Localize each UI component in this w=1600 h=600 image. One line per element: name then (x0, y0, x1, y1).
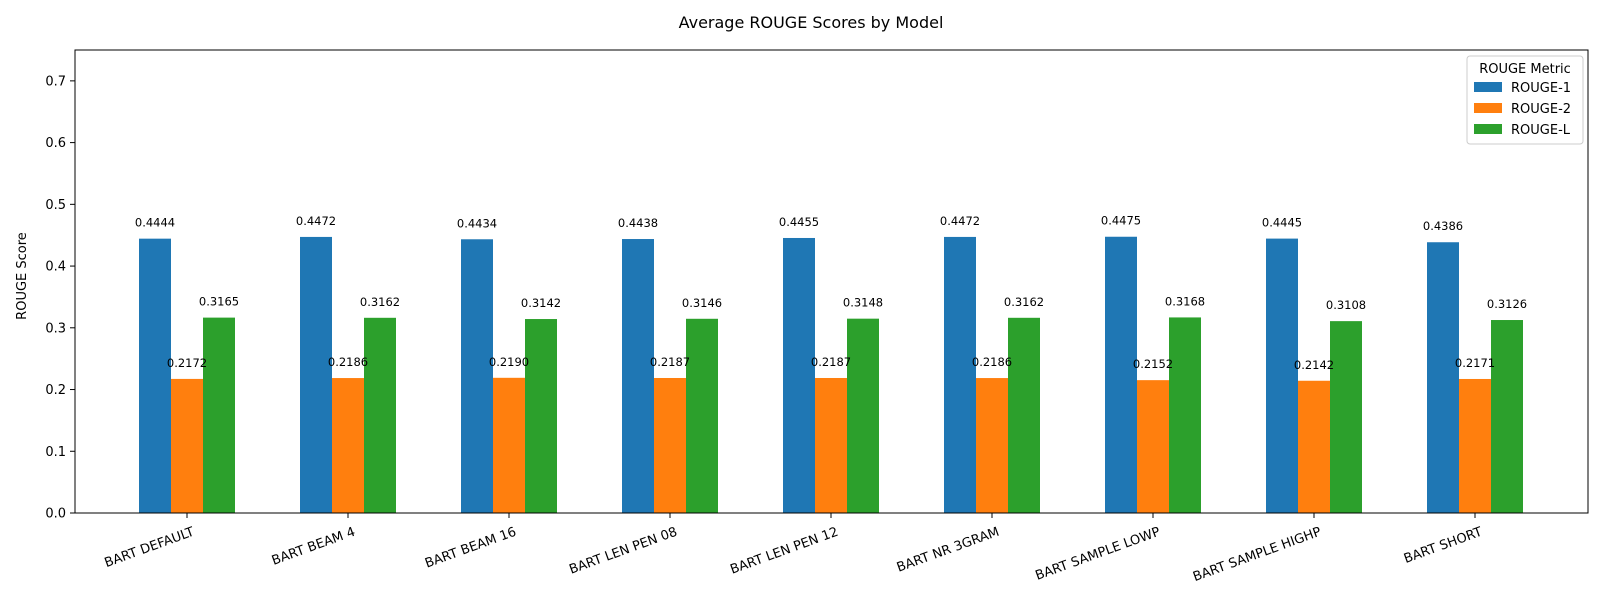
bar-rouge-2 (1459, 378, 1491, 513)
bar-value-label: 0.4434 (457, 216, 497, 230)
bar-value-label: 0.2187 (650, 355, 690, 369)
y-tick-label: 0.1 (45, 445, 66, 460)
bar-rouge-l (1169, 317, 1201, 513)
legend-box (1466, 55, 1584, 145)
y-tick-label: 0.0 (45, 507, 66, 522)
x-tick-label: BART SAMPLE HIGHP (1191, 525, 1323, 585)
bar-value-label: 0.3165 (199, 295, 239, 309)
bar-rouge-l (203, 317, 235, 513)
legend: ROUGE Metric ROUGE-1 ROUGE-2 ROUGE-L (1466, 55, 1584, 145)
x-tick-label: BART NR 3GRAM (895, 525, 1001, 576)
bar-value-label: 0.3146 (682, 296, 722, 310)
bar-value-label: 0.3162 (360, 295, 400, 309)
y-tick-label: 0.6 (45, 136, 66, 151)
bar-rouge-1 (1266, 238, 1298, 513)
bar-rouge-2 (815, 377, 847, 513)
y-tick-label: 0.3 (45, 321, 66, 336)
bar-value-label: 0.2172 (167, 356, 207, 370)
bar-rouge-l (364, 317, 396, 513)
y-tick-label: 0.5 (45, 198, 66, 213)
y-tick-label: 0.7 (45, 74, 66, 89)
bar-value-label: 0.3108 (1326, 298, 1366, 312)
x-tick-label: BART BEAM 4 (270, 525, 357, 569)
bar-value-label: 0.4472 (940, 214, 980, 228)
bar-value-label: 0.2186 (972, 355, 1012, 369)
bar-rouge-1 (300, 236, 332, 513)
legend-swatch (1474, 103, 1502, 113)
bar-rouge-l (847, 318, 879, 513)
bar-rouge-1 (139, 238, 171, 513)
bar-rouge-1 (1105, 236, 1137, 513)
bar-value-label: 0.4386 (1423, 219, 1463, 233)
bar-value-label: 0.3168 (1165, 294, 1205, 308)
bars-group (139, 236, 1523, 513)
y-tick-label: 0.4 (45, 260, 66, 275)
x-tick-label: BART DEFAULT (103, 525, 197, 571)
bar-value-label: 0.3126 (1487, 297, 1527, 311)
bar-rouge-l (1008, 317, 1040, 513)
bar-value-label: 0.4455 (779, 215, 819, 229)
bar-rouge-2 (976, 378, 1008, 513)
bar-value-label: 0.2142 (1294, 358, 1334, 372)
bar-rouge-1 (461, 239, 493, 513)
bar-value-label: 0.3142 (521, 296, 561, 310)
legend-swatch (1474, 124, 1502, 134)
bar-value-label: 0.2152 (1133, 357, 1173, 371)
bar-value-label: 0.2171 (1455, 356, 1495, 370)
x-tick-label: BART BEAM 16 (423, 525, 518, 572)
bar-value-label: 0.4472 (296, 214, 336, 228)
bar-rouge-2 (1298, 380, 1330, 513)
y-axis: 0.0 0.1 0.2 0.3 0.4 0.5 0.6 0.7 (45, 74, 75, 522)
bar-labels-group: 0.4444 0.2172 0.3165 0.4472 0.2186 0.3162 0.44… (135, 214, 1527, 372)
bar-value-label: 0.2190 (489, 355, 529, 369)
bar-rouge-2 (654, 377, 686, 513)
plot-frame (74, 49, 1589, 514)
bar-value-label: 0.2186 (328, 355, 368, 369)
bar-value-label: 0.4475 (1101, 214, 1141, 228)
bar-rouge-1 (944, 236, 976, 513)
bar-rouge-2 (1137, 380, 1169, 513)
x-tick-label: BART LEN PEN 12 (728, 525, 840, 578)
legend-entry-label: ROUGE-L (1511, 123, 1571, 138)
legend-title: ROUGE Metric (1479, 62, 1571, 77)
x-tick-label: BART SHORT (1402, 525, 1484, 567)
bar-rouge-l (1491, 320, 1523, 513)
bar-rouge-l (1330, 321, 1362, 513)
x-tick-label: BART LEN PEN 08 (567, 525, 679, 578)
y-tick-label: 0.2 (45, 383, 66, 398)
bar-rouge-l (525, 319, 557, 513)
bar-value-label: 0.3148 (843, 296, 883, 310)
bar-rouge-1 (783, 237, 815, 513)
bar-rouge-1 (1427, 242, 1459, 513)
bar-value-label: 0.4444 (135, 216, 175, 230)
legend-entry-label: ROUGE-2 (1511, 102, 1571, 117)
y-axis-label: ROUGE Score (15, 232, 30, 320)
legend-entry-label: ROUGE-1 (1511, 81, 1571, 96)
legend-swatch (1474, 82, 1502, 92)
chart-title: Average ROUGE Scores by Model (679, 13, 944, 32)
bar-rouge-1 (622, 239, 654, 513)
bar-rouge-l (686, 318, 718, 513)
x-tick-label: BART SAMPLE LOWP (1033, 525, 1162, 584)
x-axis: BART DEFAULT BART BEAM 4 BART BEAM 16 BART … (103, 513, 1484, 585)
bar-value-label: 0.2187 (811, 355, 851, 369)
bar-rouge-2 (332, 378, 364, 513)
bar-value-label: 0.3162 (1004, 295, 1044, 309)
bar-value-label: 0.4438 (618, 216, 658, 230)
bar-rouge-2 (171, 378, 203, 513)
bar-value-label: 0.4445 (1262, 216, 1302, 230)
bar-rouge-2 (493, 377, 525, 513)
